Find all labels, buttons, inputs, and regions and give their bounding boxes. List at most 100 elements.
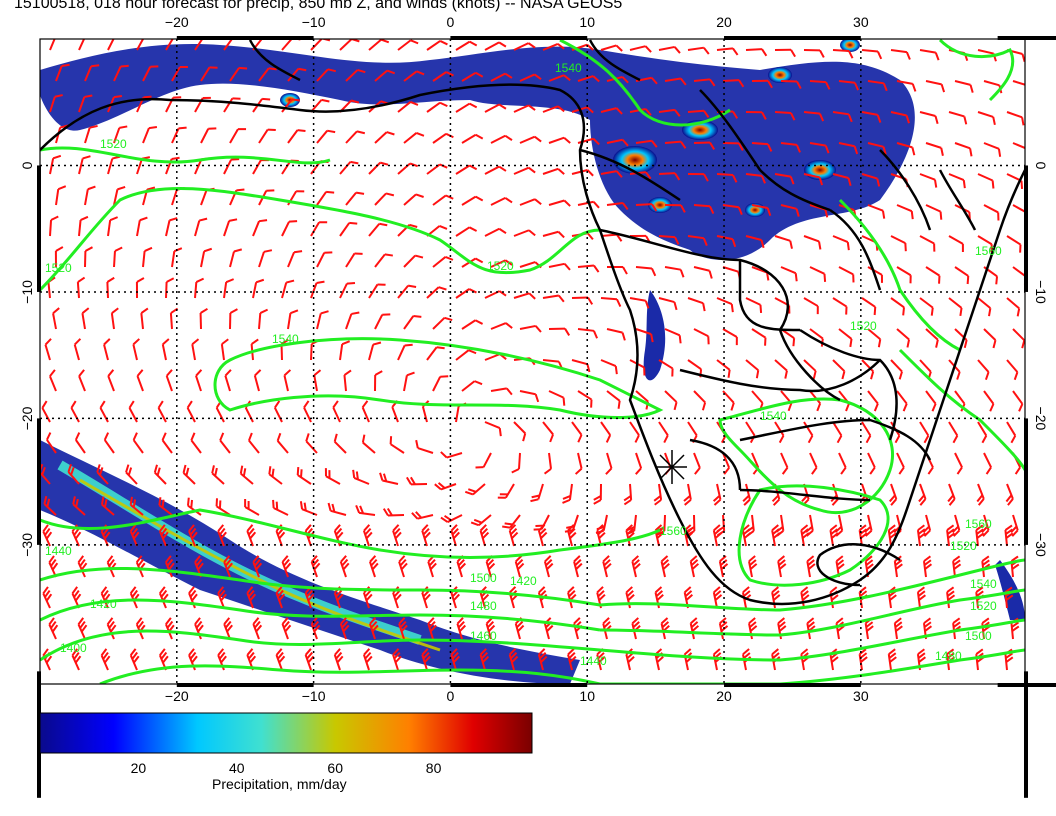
top-tick-bar <box>450 36 588 40</box>
wind-barb <box>490 259 513 268</box>
wind-barb <box>513 104 536 113</box>
wind-barb <box>310 339 320 361</box>
coastlines-borders <box>40 39 1025 606</box>
wind-barb <box>780 142 801 153</box>
wind-barb <box>716 235 737 248</box>
wind-barb <box>272 499 289 516</box>
wind-barb <box>834 514 844 537</box>
wind-barb <box>398 617 408 640</box>
wind-barb <box>161 432 173 454</box>
wind-barb <box>461 133 484 144</box>
wind-barb <box>571 296 594 305</box>
wind-barb <box>74 432 86 454</box>
wind-barb <box>403 371 415 392</box>
wind-barb <box>716 47 739 56</box>
wind-barb <box>948 173 966 189</box>
wind-barb <box>71 648 82 671</box>
contour-label: 1560 <box>965 517 992 531</box>
wind-barb <box>194 277 205 299</box>
wind-barb <box>722 452 731 475</box>
wind-barb <box>712 524 723 547</box>
wind-barb <box>689 555 700 578</box>
wind-barb <box>774 48 796 58</box>
wind-barb <box>600 297 622 307</box>
wind-barb <box>519 324 542 333</box>
wind-barb <box>922 514 932 537</box>
wind-barb <box>1006 359 1019 381</box>
wind-barb <box>777 617 787 640</box>
wind-barb <box>229 188 245 206</box>
wind-barb <box>693 141 716 150</box>
wind-barb <box>602 555 612 578</box>
wind-barb <box>165 217 178 237</box>
left-tick-bar <box>37 165 41 292</box>
wind-barb <box>426 163 448 175</box>
wind-barb <box>774 111 796 121</box>
wind-barb <box>896 142 916 156</box>
wind-barb <box>432 256 454 268</box>
wind-barb <box>135 617 146 640</box>
wind-barb <box>76 276 86 299</box>
wind-barb <box>339 617 350 640</box>
wind-barb <box>861 297 877 316</box>
left-lat-labels: 0 −10 −20 −30 <box>19 161 35 556</box>
wind-barb <box>625 586 635 609</box>
wind-barb <box>832 235 850 251</box>
wind-barb <box>832 421 843 444</box>
wind-barb <box>299 501 318 516</box>
top-lon-label: 10 <box>579 14 595 30</box>
right-lat-label: −30 <box>1033 533 1049 557</box>
wind-barb <box>78 39 87 51</box>
wind-barb <box>188 586 198 609</box>
wind-barb <box>780 452 789 475</box>
right-lat-label: −20 <box>1033 407 1049 431</box>
wind-barb <box>896 80 917 92</box>
contour-label: 1440 <box>580 654 607 668</box>
wind-barb <box>456 617 467 640</box>
wind-barb <box>136 216 148 237</box>
wind-barb <box>1006 111 1025 126</box>
wind-barb <box>403 193 424 206</box>
wind-barb <box>977 421 988 444</box>
wind-barb <box>100 496 115 516</box>
wind-barb <box>981 514 990 537</box>
wind-barb <box>345 191 365 206</box>
wind-barb <box>158 524 169 547</box>
wind-barb <box>100 586 111 609</box>
wind-barb <box>548 390 566 406</box>
wind-barb <box>683 648 694 671</box>
wind-barb <box>916 586 926 609</box>
wind-barb <box>107 39 117 51</box>
wind-barb <box>403 315 422 330</box>
wind-barb <box>296 466 312 485</box>
wind-barb <box>511 452 521 474</box>
wind-barb <box>223 158 240 175</box>
precipitation-colorbar <box>39 712 533 754</box>
wind-barb <box>41 400 51 423</box>
wind-barb <box>374 131 395 144</box>
wind-barb <box>200 127 217 144</box>
wind-barb <box>712 586 723 609</box>
wind-barb <box>716 297 734 313</box>
wind-barb <box>947 483 956 506</box>
wind-barb <box>339 555 350 578</box>
wind-barb <box>1010 555 1020 578</box>
right-tick-bar <box>1024 671 1028 798</box>
wind-barb <box>78 155 91 175</box>
wind-barb <box>78 369 86 392</box>
wind-barb <box>287 250 303 268</box>
wind-barb <box>664 266 685 278</box>
wind-barb <box>129 648 140 671</box>
wind-barb <box>345 252 363 268</box>
wind-barb <box>664 140 687 149</box>
wind-barb <box>896 390 908 412</box>
wind-barb <box>403 70 425 82</box>
wind-barb <box>361 434 376 454</box>
wind-barb <box>432 375 449 392</box>
wind-barb <box>275 648 286 671</box>
wind-barb <box>361 400 370 423</box>
contour-label: 1420 <box>90 597 117 611</box>
wind-barb <box>113 246 123 268</box>
wind-barb <box>577 137 600 146</box>
wind-barb <box>186 400 196 423</box>
